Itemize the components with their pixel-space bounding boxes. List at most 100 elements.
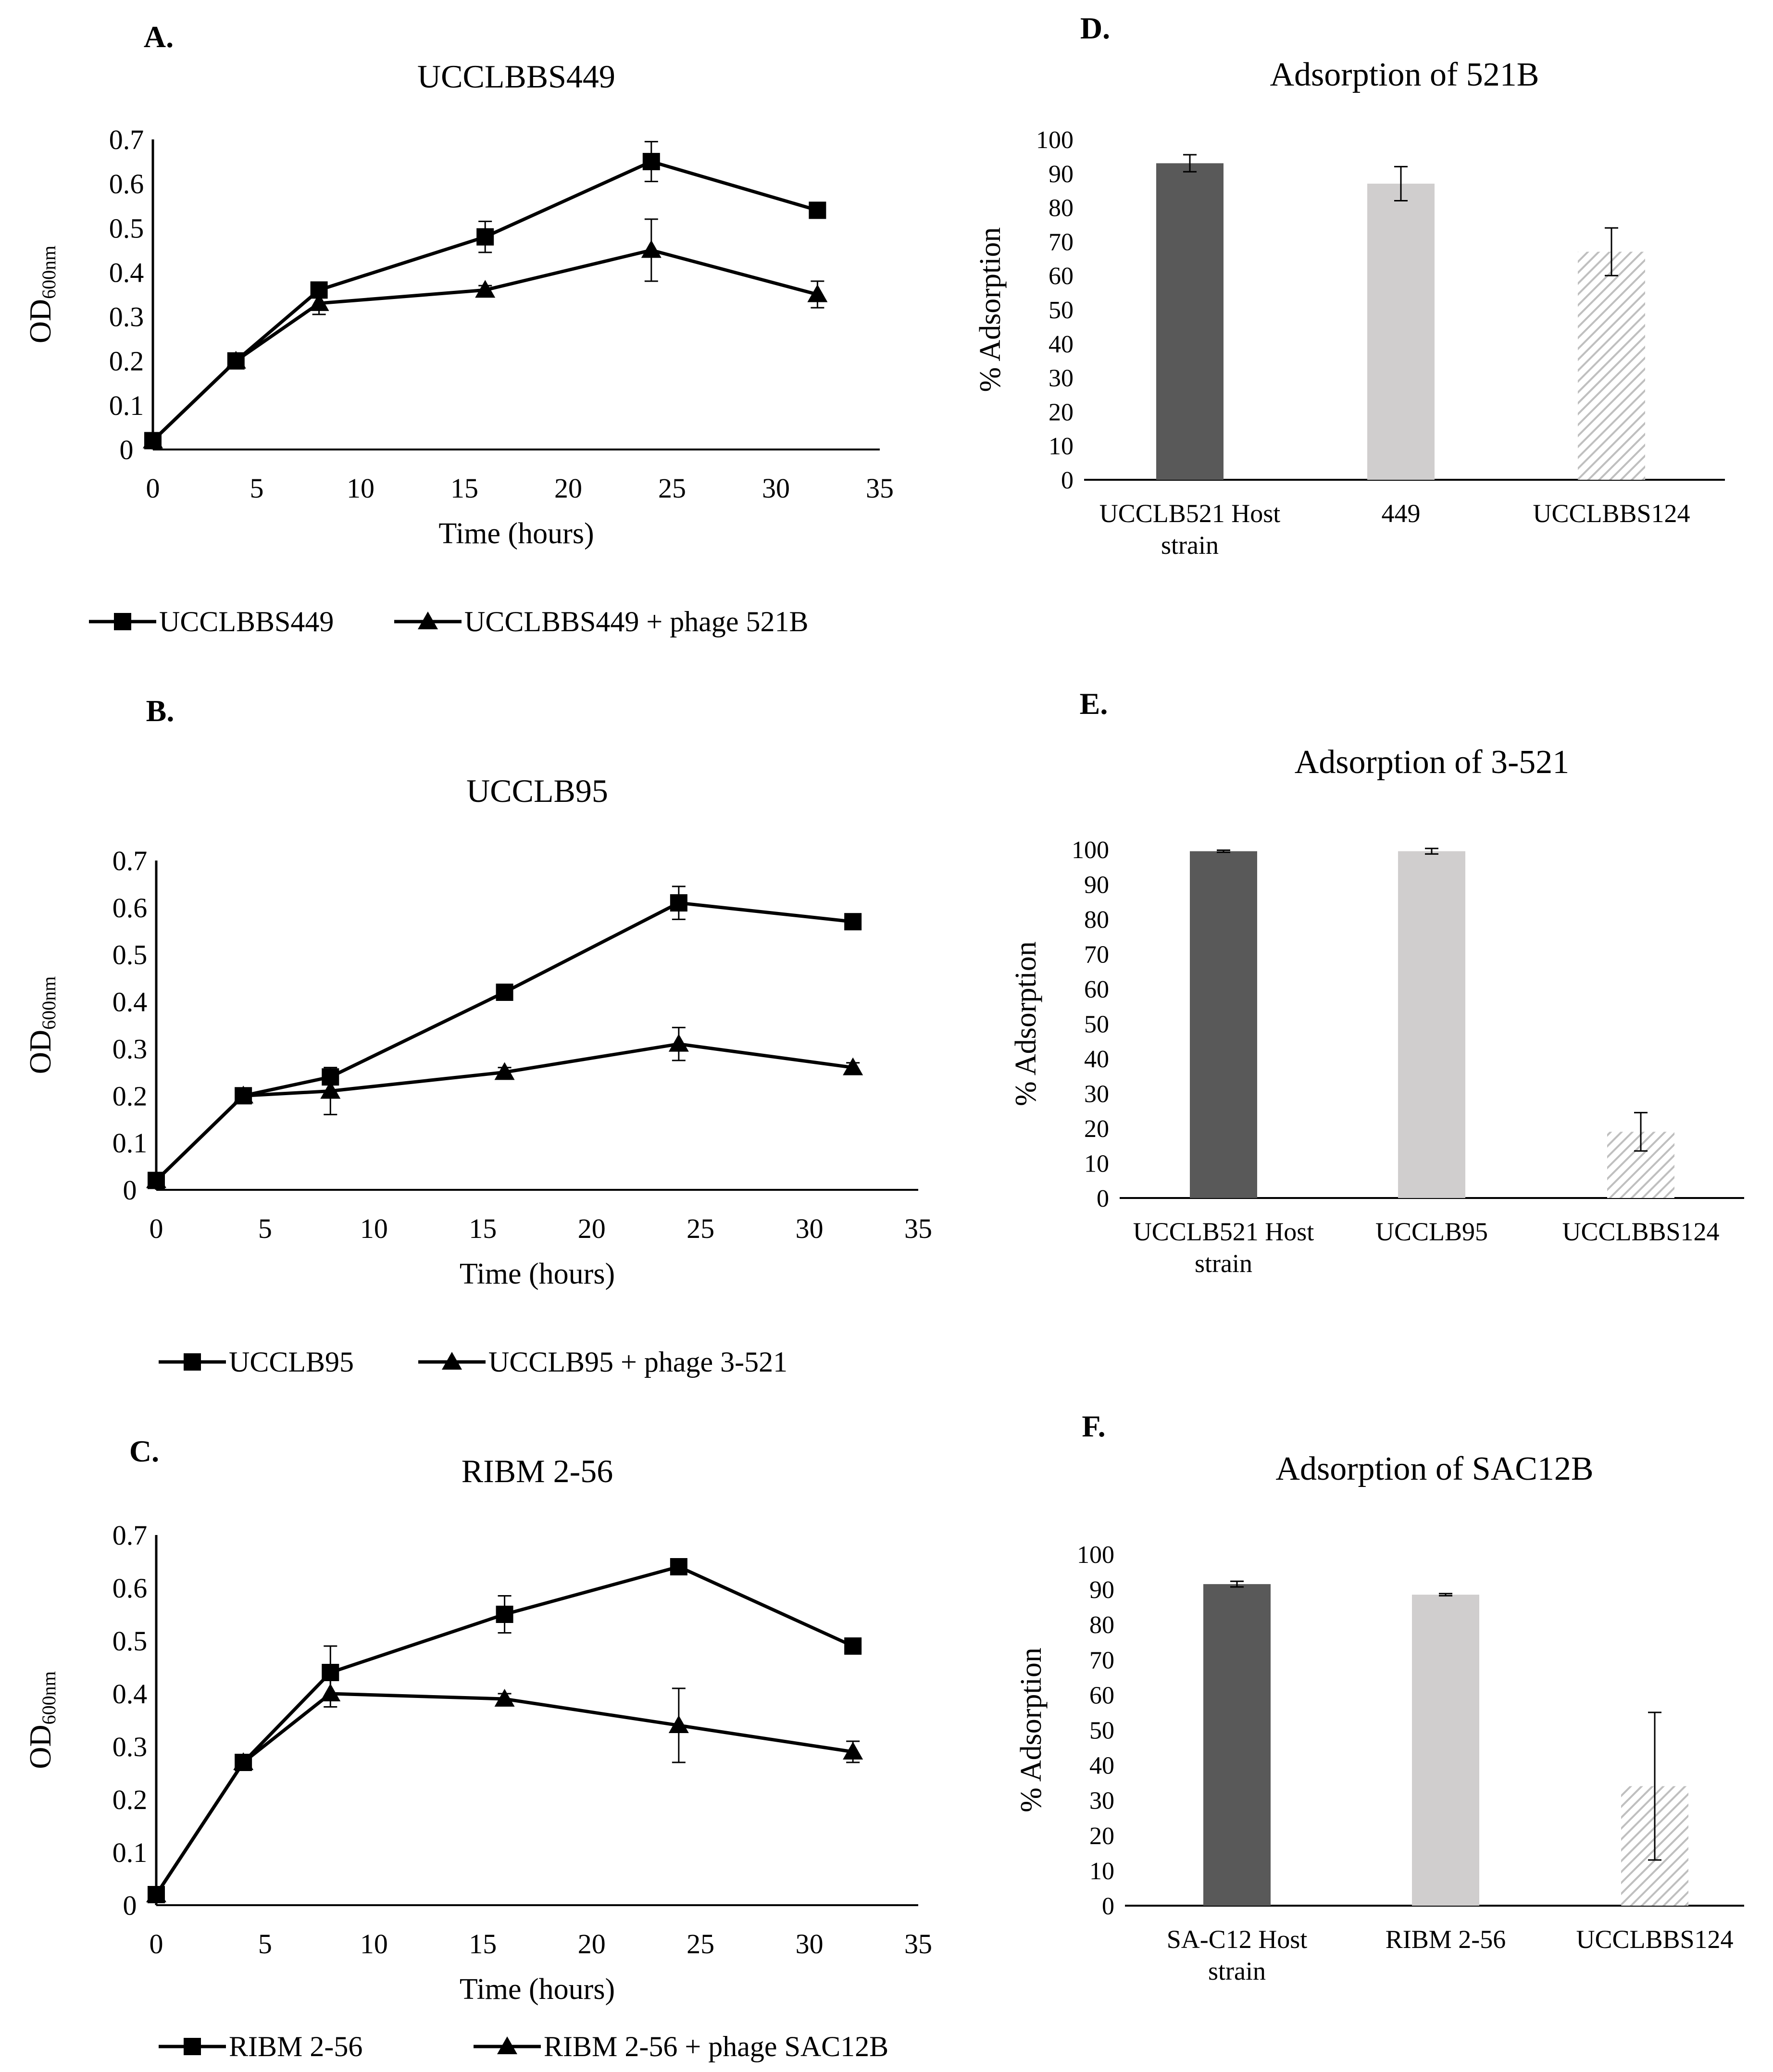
category-label: UCCLB521 Host [1099, 499, 1281, 528]
panel-c: C. RIBM 2-56 0 0.1 0.2 0.3 0.4 0.5 0.6 0.7 0 5 10 15 2… [23, 1434, 932, 2062]
legend-marker [418, 612, 438, 629]
y-tick-label: 70 [1084, 941, 1109, 969]
data-point [494, 1062, 515, 1080]
bar [1367, 184, 1435, 480]
panel-label: F. [1082, 1409, 1105, 1443]
legend-marker [114, 613, 131, 630]
y-tick-label: 0.6 [112, 1573, 148, 1604]
data-point [843, 1057, 863, 1075]
y-tick-label: 0.5 [112, 939, 148, 971]
category-label: UCCLB95 [1375, 1217, 1488, 1246]
data-point [320, 1081, 341, 1099]
panel-label: B. [146, 694, 175, 728]
series-phage [146, 1026, 863, 1188]
y-axis-label: OD600nm [23, 246, 60, 344]
x-tick-label: 20 [578, 1213, 606, 1244]
data-point [496, 984, 513, 1001]
y-tick-label: 40 [1089, 1752, 1114, 1780]
bar [1203, 1584, 1271, 1906]
legend: UCCLBBS449 UCCLBBS449 + phage 521B [89, 606, 809, 637]
x-tick-label: 0 [146, 473, 160, 504]
x-tick-label: 15 [450, 473, 478, 504]
y-tick-label: 50 [1084, 1011, 1109, 1038]
bar [1398, 851, 1465, 1198]
y-axis-label: % Adsorption [1015, 1648, 1048, 1812]
x-tick-label: 25 [687, 1213, 714, 1244]
y-tick-label: 0.5 [109, 212, 144, 244]
x-tick-label: 35 [904, 1213, 932, 1244]
y-axis-label: % Adsorption [1010, 941, 1042, 1106]
chart-title: UCCLB95 [466, 773, 608, 809]
panel-f: F. Adsorption of SAC12B 0 10 20 30 40 50 60 70 80 9… [1015, 1409, 1744, 1985]
y-tick-label: 0.2 [112, 1784, 148, 1815]
data-point [670, 894, 687, 912]
data-point [668, 1034, 689, 1052]
data-point [146, 1885, 166, 1902]
x-tick-label: 5 [250, 473, 264, 504]
x-tick-label: 0 [150, 1928, 163, 1960]
y-tick-label: 0.1 [112, 1837, 148, 1868]
bar [1578, 251, 1645, 480]
y-tick-label: 0.2 [112, 1080, 148, 1111]
data-point [233, 1752, 254, 1770]
data-point [309, 293, 329, 311]
category-label: RIBM 2-56 [1386, 1925, 1506, 1954]
y-tick-label: 40 [1084, 1046, 1109, 1073]
legend-marker [184, 1353, 201, 1371]
x-tick-label: 15 [469, 1213, 497, 1244]
data-point [807, 284, 828, 302]
series-phage [146, 1680, 863, 1902]
series-line [155, 901, 853, 1182]
data-point [843, 1742, 863, 1760]
legend-entry: UCCLB95 [229, 1346, 354, 1378]
y-tick-label: 0.2 [109, 346, 144, 377]
y-tick-label: 0.7 [112, 1520, 148, 1551]
category-label: UCCLBBS124 [1576, 1925, 1733, 1954]
data-point [476, 228, 494, 246]
x-tick-label: 0 [150, 1213, 163, 1244]
y-tick-label: 100 [1036, 126, 1074, 154]
y-tick-label: 10 [1089, 1858, 1114, 1885]
category-label: strain [1208, 1957, 1266, 1985]
data-point [642, 153, 660, 171]
x-axis-label: Time (hours) [438, 517, 594, 550]
y-tick-label: 0 [120, 434, 134, 465]
category-label: UCCLB521 Host [1133, 1217, 1314, 1246]
bar [1156, 163, 1224, 480]
data-point [143, 430, 163, 449]
legend-entry: RIBM 2-56 + phage SAC12B [544, 2031, 888, 2062]
chart-title: RIBM 2-56 [462, 1453, 613, 1489]
series-line [155, 1042, 853, 1182]
legend-marker [184, 2038, 201, 2055]
y-tick-label: 30 [1049, 365, 1074, 392]
x-tick-label: 15 [469, 1928, 497, 1960]
x-axis-label: Time (hours) [460, 1258, 615, 1290]
x-axis-label: Time (hours) [460, 1973, 615, 2006]
y-tick-label: 60 [1049, 262, 1074, 290]
panel-a: A. UCCLBBS449 0 0.1 0.2 0.3 0.4 0.5 0.6 0.7 0 5 10 15… [23, 20, 894, 637]
y-tick-label: 70 [1089, 1647, 1114, 1674]
series-line [155, 1692, 853, 1896]
y-tick-label: 60 [1084, 976, 1109, 1003]
data-point [809, 201, 826, 219]
panel-label: A. [144, 20, 174, 54]
series-control [148, 886, 862, 1189]
legend-entry: RIBM 2-56 [229, 2031, 362, 2062]
y-tick-label: 30 [1089, 1787, 1114, 1815]
y-tick-label: 40 [1049, 331, 1074, 358]
y-tick-label: 10 [1084, 1150, 1109, 1178]
x-tick-label: 30 [796, 1928, 824, 1960]
chart-title: Adsorption of SAC12B [1275, 1450, 1593, 1487]
y-tick-label: 0.4 [109, 257, 144, 288]
legend-entry: UCCLB95 + phage 3-521 [488, 1346, 787, 1378]
data-point [496, 1606, 513, 1623]
y-axis-label: OD600nm [23, 976, 60, 1074]
chart-title: UCCLBBS449 [417, 58, 615, 95]
y-tick-label: 0.6 [109, 168, 144, 200]
x-tick-label: 25 [658, 473, 686, 504]
y-axis-label: % Adsorption [974, 227, 1007, 392]
x-tick-label: 10 [360, 1928, 388, 1960]
y-tick-label: 0 [123, 1890, 137, 1921]
series-control [148, 1558, 862, 1903]
x-tick-label: 10 [347, 473, 375, 504]
